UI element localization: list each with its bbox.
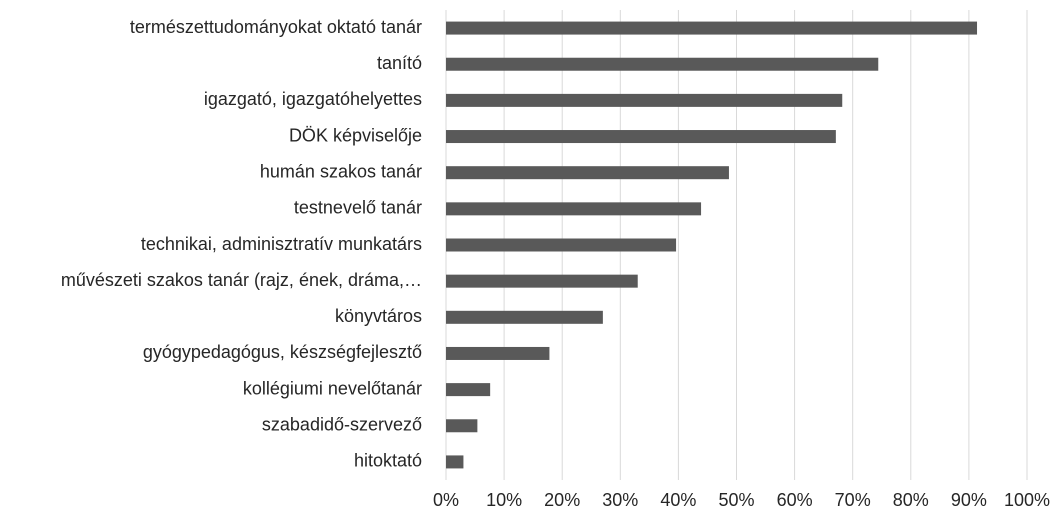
x-tick-label: 0% [433, 490, 459, 510]
y-tick-label: természettudományokat oktató tanár [130, 17, 422, 37]
bar [446, 93, 843, 107]
y-tick-label: kollégiumi nevelőtanár [243, 378, 422, 398]
bar [446, 130, 836, 144]
y-tick-label: gyógypedagógus, készségfejlesztő [143, 342, 422, 362]
x-tick-label: 40% [660, 490, 696, 510]
y-tick-label: könyvtáros [335, 306, 422, 326]
x-tick-label: 100% [1004, 490, 1050, 510]
x-tick-label: 60% [777, 490, 813, 510]
bar [446, 346, 550, 360]
y-tick-label: hitoktató [354, 451, 422, 471]
bar [446, 57, 879, 71]
x-tick-label: 90% [951, 490, 987, 510]
bar [446, 238, 677, 252]
bar [446, 419, 478, 433]
x-tick-label: 50% [718, 490, 754, 510]
y-tick-label: DÖK képviselője [289, 125, 422, 145]
bar [446, 274, 638, 288]
bar [446, 21, 978, 35]
y-tick-label: humán szakos tanár [260, 161, 422, 181]
x-tick-label: 30% [602, 490, 638, 510]
y-tick-label: testnevelő tanár [294, 198, 422, 218]
x-tick-label: 20% [544, 490, 580, 510]
x-tick-label: 10% [486, 490, 522, 510]
y-tick-label: technikai, adminisztratív munkatárs [141, 234, 422, 254]
y-tick-label: igazgató, igazgatóhelyettes [204, 89, 422, 109]
bar [446, 455, 464, 469]
bar [446, 202, 702, 216]
bar [446, 383, 491, 397]
y-tick-label: szabadidő-szervező [262, 415, 422, 435]
x-tick-label: 70% [835, 490, 871, 510]
y-tick-label: művészeti szakos tanár (rajz, ének, drám… [61, 270, 422, 290]
bar [446, 166, 729, 180]
x-tick-label: 80% [893, 490, 929, 510]
y-tick-label: tanító [377, 53, 422, 73]
bar [446, 310, 603, 324]
